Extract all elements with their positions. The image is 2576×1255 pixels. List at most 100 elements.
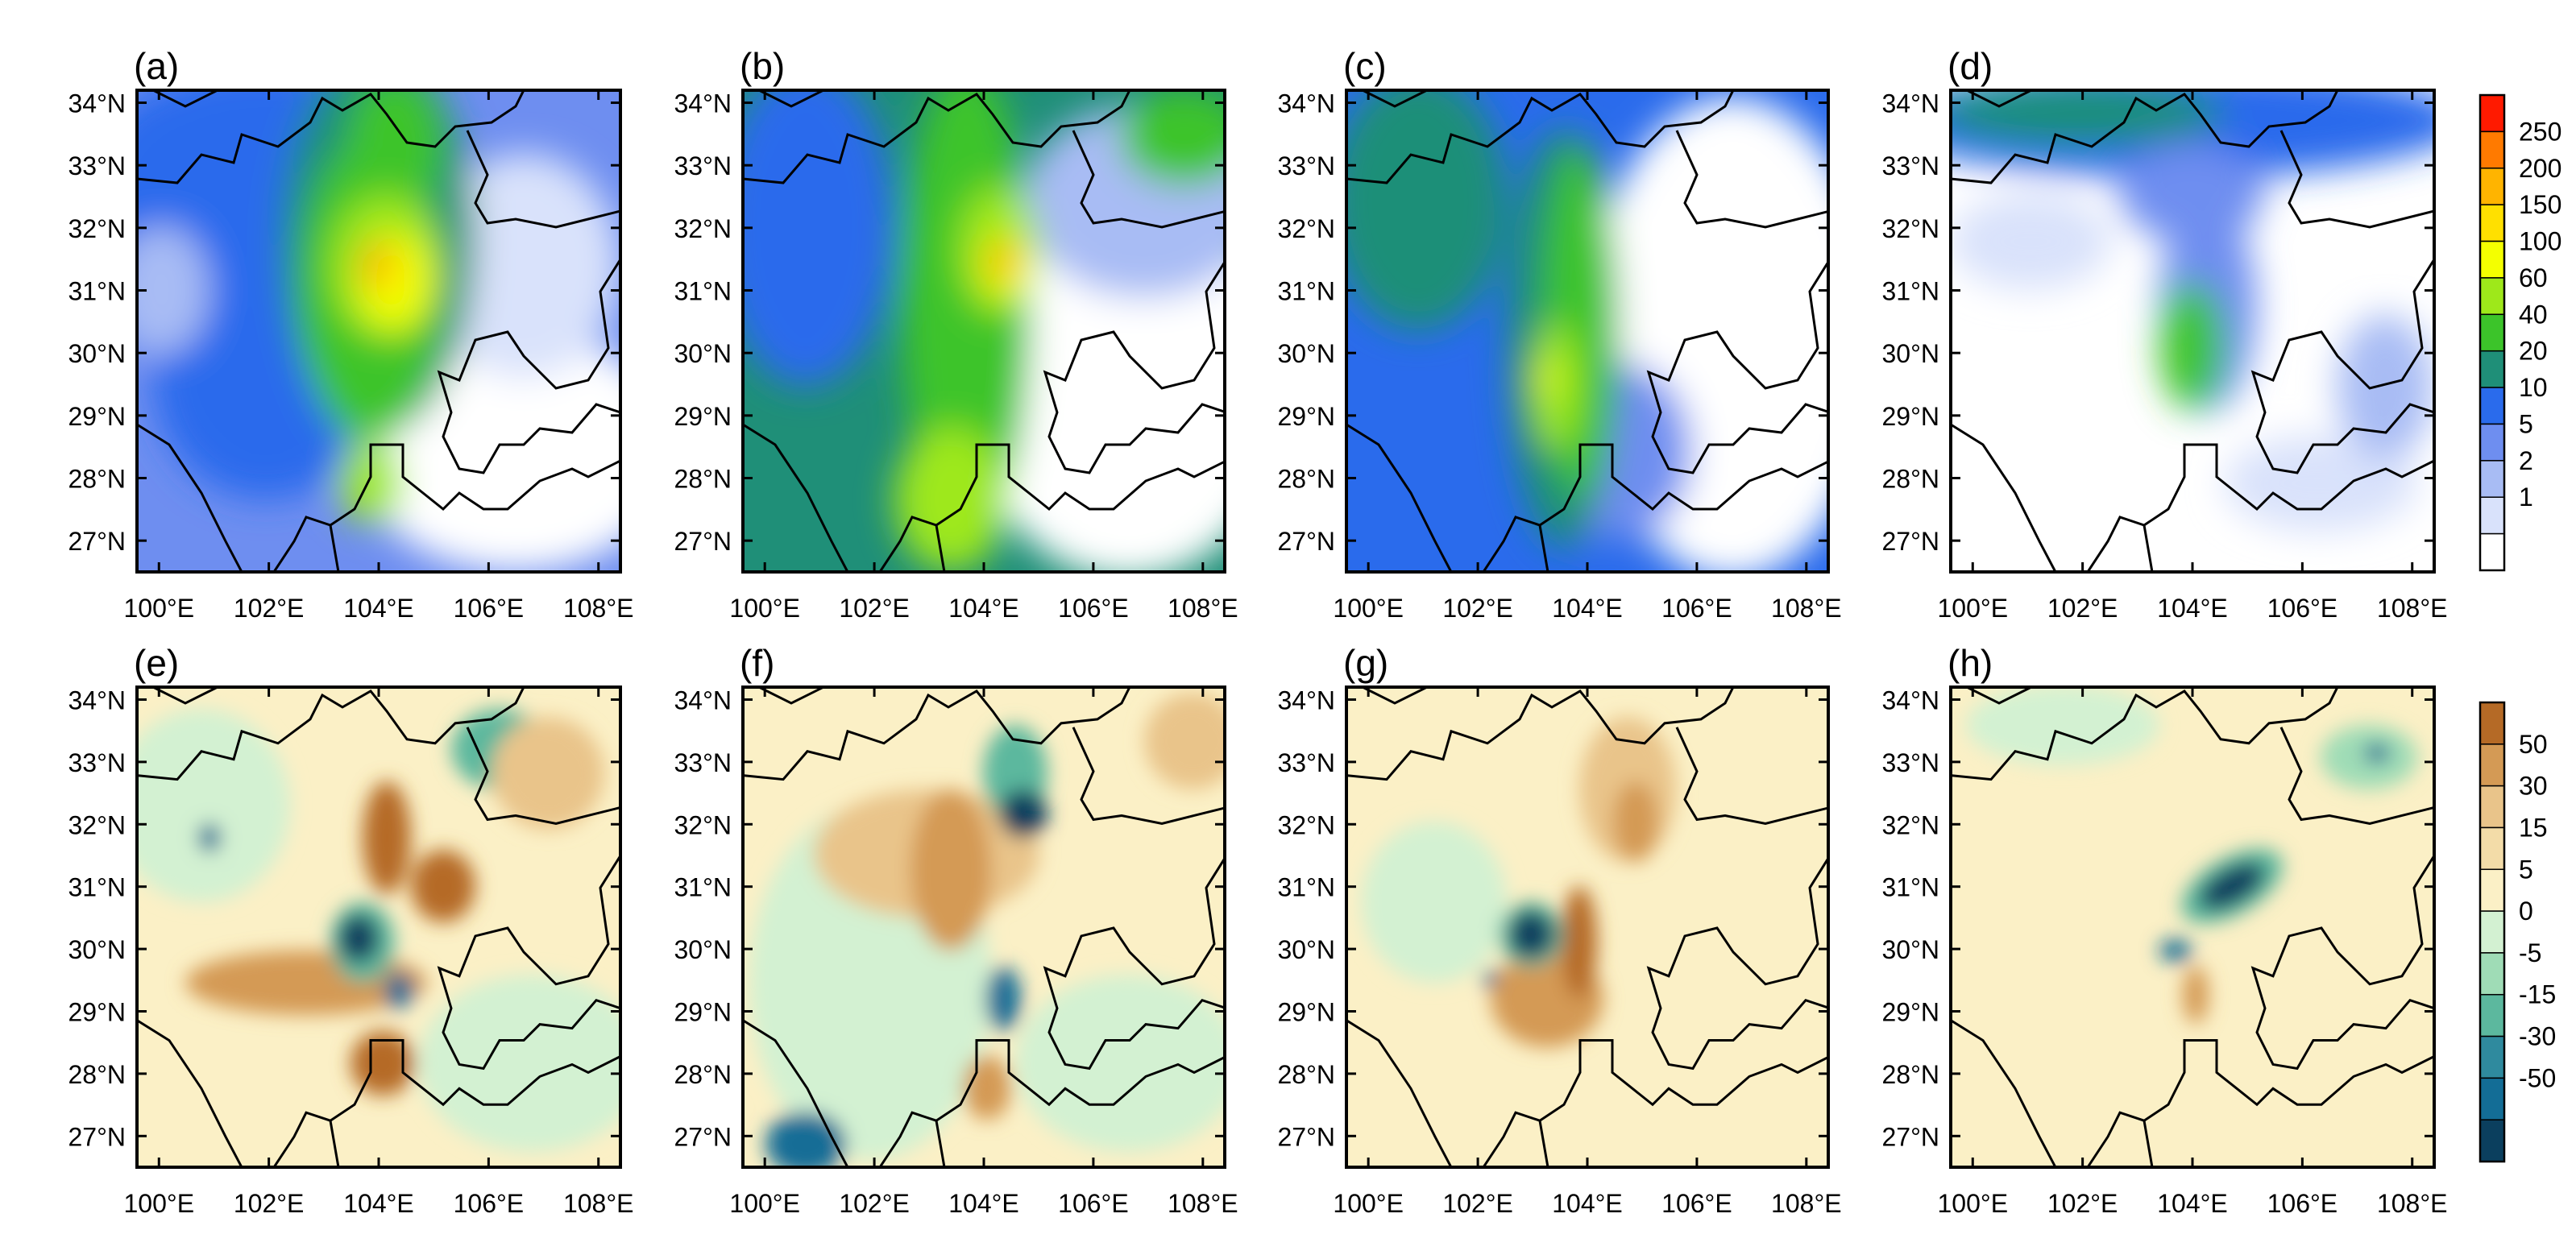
colorbar-top-swatch [2479, 277, 2505, 316]
lon-tick-label: 108°E [563, 1189, 634, 1218]
lon-tick-label: 102°E [234, 594, 305, 623]
lon-tick-label: 104°E [948, 594, 1019, 623]
lat-tick-label: 32°N [674, 810, 732, 839]
lat-tick-label: 32°N [68, 214, 127, 243]
panel-d-map [1949, 89, 2436, 574]
lon-tick-label: 106°E [454, 594, 525, 623]
lon-tick-label: 100°E [1333, 594, 1404, 623]
lat-tick-label: 30°N [68, 339, 127, 368]
colorbar-bottom-label: -5 [2519, 938, 2541, 967]
lon-tick-label: 102°E [234, 1189, 305, 1218]
colorbar-bottom-swatch [2479, 993, 2505, 1038]
lat-tick-label: 33°N [1882, 748, 1940, 777]
colorbar-bottom-swatch [2479, 1077, 2505, 1120]
lat-tick-label: 32°N [674, 214, 732, 243]
panel-label-h: (h) [1948, 642, 1993, 684]
lat-tick-label: 27°N [1882, 1122, 1940, 1151]
lat-tick-label: 29°N [674, 997, 732, 1026]
lat-tick-label: 29°N [68, 997, 127, 1026]
lon-tick-label: 108°E [2377, 594, 2448, 623]
lat-tick-label: 32°N [68, 810, 127, 839]
lon-tick-label: 102°E [1442, 1189, 1513, 1218]
lat-tick-label: 31°N [1278, 873, 1336, 902]
lat-tick-label: 31°N [674, 277, 732, 306]
colorbar-bottom-label: 5 [2519, 855, 2533, 884]
lat-tick-label: 33°N [674, 748, 732, 777]
colorbar-top-swatch [2479, 496, 2505, 535]
colorbar-top-swatch [2479, 387, 2505, 425]
lat-tick-label: 34°N [1278, 89, 1336, 118]
lon-tick-label: 100°E [729, 1189, 800, 1218]
colorbar-bottom-label: 30 [2519, 772, 2548, 801]
colorbar-top-swatch [2479, 423, 2505, 462]
colorbar-top-label: 2 [2519, 446, 2533, 475]
axes-layer: (a)34°N33°N32°N31°N30°N29°N28°N27°N100°E… [68, 45, 2448, 1218]
lon-tick-label: 104°E [2157, 1189, 2228, 1218]
lon-tick-label: 102°E [2047, 1189, 2118, 1218]
panel-label-c: (c) [1343, 45, 1387, 87]
lon-tick-label: 104°E [1552, 1189, 1623, 1218]
lat-tick-label: 29°N [1882, 997, 1940, 1026]
colorbar-top-label: 250 [2519, 117, 2561, 146]
lon-tick-label: 100°E [1938, 1189, 2009, 1218]
lat-tick-label: 28°N [1882, 465, 1940, 494]
lat-tick-label: 30°N [1882, 339, 1940, 368]
colorbar-top-swatch [2479, 204, 2505, 242]
lat-tick-label: 30°N [674, 339, 732, 368]
lon-tick-label: 108°E [1168, 594, 1238, 623]
colorbar-bottom-label: -50 [2519, 1063, 2556, 1092]
panel-label-g: (g) [1343, 642, 1388, 684]
lat-tick-label: 34°N [674, 89, 732, 118]
colorbar-bottom-label: -30 [2519, 1022, 2556, 1051]
lat-tick-label: 34°N [1278, 685, 1336, 714]
lon-tick-label: 108°E [1168, 1189, 1238, 1218]
lon-tick-label: 102°E [2047, 594, 2118, 623]
lat-tick-label: 28°N [68, 1060, 127, 1089]
panel-e-map [135, 685, 622, 1169]
colorbar-bottom-swatch [2479, 702, 2505, 745]
lat-tick-label: 34°N [1882, 685, 1940, 714]
colorbar-bottom-label: -15 [2519, 980, 2556, 1009]
colorbar-top-swatch [2479, 350, 2505, 388]
lat-tick-label: 27°N [1882, 527, 1940, 556]
lat-tick-label: 28°N [1278, 465, 1336, 494]
lat-tick-label: 28°N [674, 1060, 732, 1089]
colorbar-bottom-label: 50 [2519, 730, 2548, 759]
lon-tick-label: 106°E [454, 1189, 525, 1218]
colorbar-top: 250 200 150 100 60 40 20 10 5 2 1 [2479, 93, 2561, 572]
colorbar-top-label: 5 [2519, 409, 2533, 438]
lat-tick-label: 30°N [674, 935, 732, 964]
lat-tick-label: 34°N [68, 685, 127, 714]
colorbar-bottom-label: 15 [2519, 813, 2548, 842]
lat-tick-label: 27°N [674, 1122, 732, 1151]
lat-tick-label: 34°N [68, 89, 127, 118]
colorbar-top-swatch [2479, 532, 2505, 571]
lat-tick-label: 34°N [1882, 89, 1940, 118]
lat-tick-label: 33°N [674, 151, 732, 180]
colorbar-top-label: 20 [2519, 337, 2548, 366]
colorbar-top-label: 1 [2519, 483, 2533, 512]
lat-tick-label: 33°N [68, 151, 127, 180]
lon-tick-label: 106°E [1661, 1189, 1732, 1218]
colorbar-bottom-frame [2479, 701, 2506, 1163]
lat-tick-label: 32°N [1882, 810, 1940, 839]
lat-tick-label: 31°N [1882, 873, 1940, 902]
lat-tick-label: 28°N [1882, 1060, 1940, 1089]
lon-tick-label: 100°E [124, 594, 195, 623]
lat-tick-label: 28°N [1278, 1060, 1336, 1089]
colorbar-top-swatch [2479, 168, 2505, 205]
panel-label-e: (e) [134, 642, 179, 684]
lon-tick-label: 108°E [2377, 1189, 2448, 1218]
colorbar-top-label: 150 [2519, 190, 2561, 219]
lat-tick-label: 30°N [1882, 935, 1940, 964]
colorbar-top-label: 10 [2519, 373, 2548, 402]
lat-tick-label: 31°N [68, 277, 127, 306]
lat-tick-label: 33°N [1278, 151, 1336, 180]
lon-tick-label: 104°E [343, 594, 414, 623]
lon-tick-label: 104°E [2157, 594, 2228, 623]
lat-tick-label: 29°N [1278, 997, 1336, 1026]
lat-tick-label: 28°N [68, 465, 127, 494]
lat-tick-label: 33°N [1882, 151, 1940, 180]
